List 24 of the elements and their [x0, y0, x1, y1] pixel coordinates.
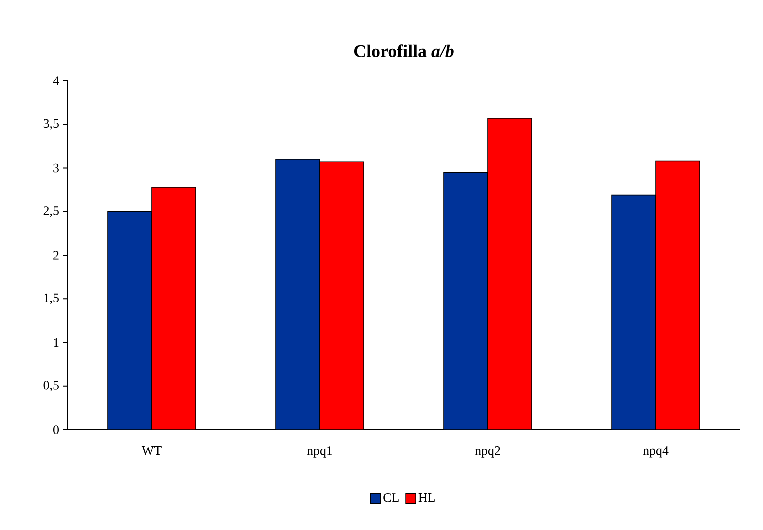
bar [108, 211, 152, 430]
legend-label: CL [384, 494, 399, 502]
y-tick-label: 3,5 [44, 119, 59, 130]
bar [612, 194, 656, 430]
x-tick-label: npq2 [475, 446, 500, 458]
y-tick-label: 3 [54, 164, 59, 173]
x-tick-label: npq1 [307, 446, 332, 458]
bar [320, 162, 364, 430]
x-tick-label: WT [142, 446, 162, 456]
chart-title: Clorofilla a/b [354, 44, 454, 58]
bar [152, 187, 196, 430]
y-tick-label: 4 [53, 76, 60, 86]
x-tick-label: npq4 [643, 446, 669, 458]
y-tick-label: 2,5 [44, 206, 59, 218]
bar [656, 160, 700, 430]
bar [276, 159, 320, 430]
bar [488, 118, 532, 430]
legend-label: HL [418, 494, 435, 502]
y-tick-label: 1 [54, 338, 59, 348]
y-tick-label: 0 [54, 426, 59, 434]
bar [444, 172, 488, 430]
y-tick-label: 1,5 [44, 294, 59, 304]
y-tick-label: 2 [54, 251, 59, 260]
y-tick-label: 0,5 [44, 381, 59, 392]
